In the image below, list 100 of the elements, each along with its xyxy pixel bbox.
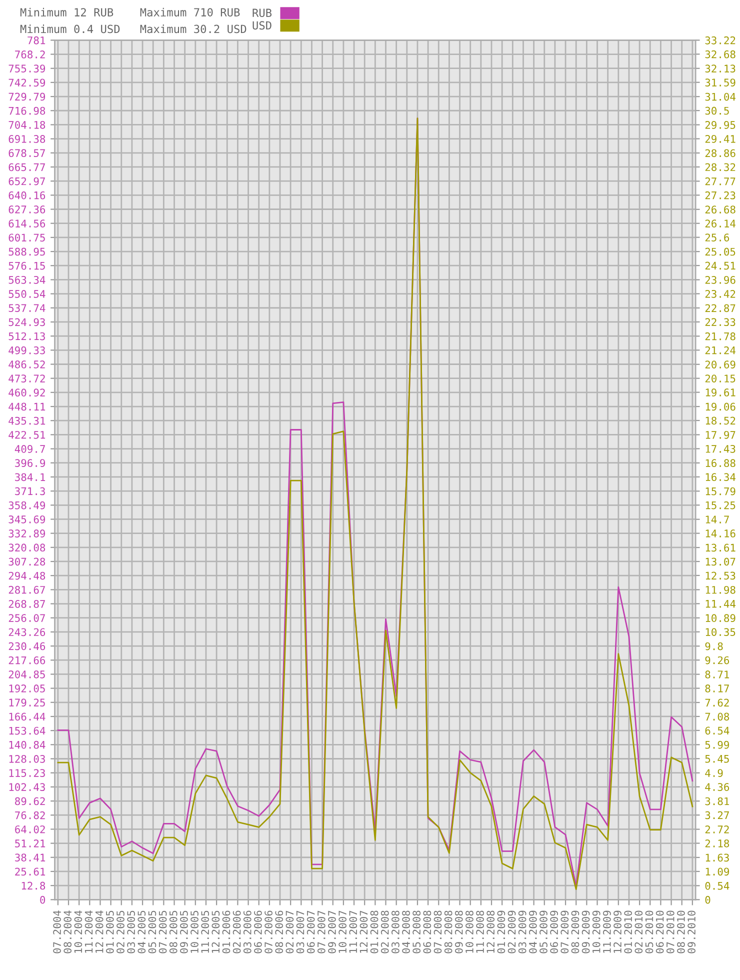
y-tick-label: 652.97 — [8, 177, 45, 186]
text: Maximum 30.2 USD — [140, 24, 246, 34]
y2-tick-label: 32.68 — [705, 50, 736, 58]
x-tick-label: 01.2005 — [106, 910, 114, 954]
y2-tick-label: 5.99 — [705, 740, 730, 749]
y2-tick-label: 22.33 — [705, 318, 736, 326]
y2-tick-label: 15.79 — [706, 487, 736, 496]
y2-tick-label: 13.61 — [706, 544, 736, 552]
x-tick-label: 08.2004 — [64, 910, 72, 954]
y2-tick-label: 19.06 — [706, 402, 736, 411]
y-tick-label: 128.03 — [9, 755, 45, 763]
x-tick-label: 05.2008 — [412, 910, 421, 954]
y-tick-label: 601.75 — [8, 234, 45, 242]
y2-tick-label: 9.26 — [705, 656, 730, 664]
y-tick-label: 268.87 — [8, 600, 45, 608]
y2-tick-label: 23.96 — [705, 276, 736, 284]
x-tick-label: 07.2004 — [53, 910, 61, 954]
y2-tick-label: 2.18 — [705, 839, 730, 848]
y-tick-label: 115.23 — [9, 769, 45, 777]
y-tick-label: 614.56 — [8, 220, 46, 228]
x-tick-label: 11.2008 — [476, 910, 484, 953]
y2-tick-label: 20.15 — [705, 374, 736, 382]
y-tick-label: 76.82 — [15, 811, 45, 820]
y-tick-label: 89.62 — [15, 797, 45, 806]
x-tick-label: 03.2008 — [392, 910, 400, 954]
y2-tick-label: 4.9 — [705, 769, 723, 777]
y-tick-label: 204.85 — [8, 670, 45, 678]
y2-tick-label: 25.05 — [705, 248, 736, 256]
x-tick-label: 07.2005 — [158, 910, 167, 954]
x-tick-label: 07.2009 — [560, 910, 569, 954]
y2-tick-label: 30.5 — [705, 106, 729, 115]
y2-tick-label: 5.45 — [705, 755, 729, 763]
y-tick-label: 307.28 — [8, 558, 46, 566]
y-tick-label: 460.92 — [8, 388, 45, 397]
x-tick-label: 09.2010 — [688, 910, 696, 954]
y-tick-label: 742.59 — [8, 78, 46, 87]
x-tick-label: 03.2007 — [296, 910, 304, 954]
y-tick-label: 576.15 — [8, 262, 45, 270]
y-tick-label: 448.11 — [8, 402, 46, 411]
y-tick-label: 384.1 — [15, 473, 46, 482]
x-tick-label: 06.2008 — [423, 910, 432, 954]
x-tick-label: 06.2009 — [550, 910, 558, 954]
x-tick-label: 11.2005 — [201, 910, 210, 953]
y-tick-label: 140.84 — [9, 740, 46, 749]
y-tick-label: 243.26 — [8, 628, 46, 636]
y-tick-label: 281.67 — [8, 586, 45, 594]
y-tick-label: 550.54 — [8, 290, 46, 298]
y-tick-label: 691.38 — [8, 135, 46, 143]
x-tick-label: 07.2010 — [666, 910, 674, 954]
x-tick-label: 08.2005 — [169, 910, 178, 954]
x-tick-label: 02.2006 — [232, 910, 241, 954]
y2-tick-label: 7.62 — [705, 698, 729, 707]
x-tick-label: 04.2005 — [138, 910, 146, 954]
y-tick-label: 755.39 — [8, 64, 46, 72]
x-tick-label: 09.2007 — [328, 910, 336, 954]
y2-tick-label: 18.52 — [706, 416, 736, 425]
y-tick-label: 678.57 — [8, 149, 45, 158]
y-tick-label: 537.74 — [8, 304, 46, 312]
y2-tick-label: 9.8 — [705, 642, 723, 650]
y2-tick-label: 28.86 — [705, 149, 736, 158]
x-tick-label: 09.2009 — [582, 910, 590, 954]
y2-tick-label: 12.53 — [706, 572, 736, 580]
y2-tick-label: 29.95 — [705, 121, 736, 129]
x-tick-label: 12.2005 — [212, 910, 220, 953]
x-tick-label: 10.2008 — [466, 910, 474, 953]
y-tick-label: 332.89 — [8, 530, 46, 538]
y2-tick-label: 1.63 — [706, 854, 729, 862]
y2-tick-label: 31.59 — [705, 78, 736, 86]
y2-tick-label: 7.08 — [705, 712, 730, 721]
y-tick-label: 345.69 — [8, 515, 46, 524]
y2-tick-label: 29.41 — [705, 135, 736, 143]
x-tick-label: 11.2004 — [84, 910, 93, 953]
y-tick-label: 0 — [40, 896, 46, 904]
y-tick-label: 435.31 — [8, 416, 46, 425]
y2-tick-label: 11.98 — [706, 586, 736, 594]
y-tick-label: 499.33 — [8, 346, 45, 354]
y-tick-label: 166.44 — [9, 712, 46, 721]
y-tick-label: 409.7 — [14, 445, 45, 453]
y-tick-label: 230.46 — [8, 642, 46, 650]
y-tick-label: 640.16 — [8, 191, 46, 200]
y-tick-label: 768.2 — [15, 50, 45, 58]
y-tick-label: 12.8 — [22, 882, 46, 890]
y-tick-label: 294.48 — [8, 572, 46, 580]
y-tick-label: 153.64 — [9, 726, 46, 735]
y2-tick-label: 31.04 — [705, 92, 736, 101]
y-tick-label: 256.07 — [8, 614, 45, 622]
y2-tick-label: 6.54 — [705, 726, 730, 735]
y2-tick-label: 1.09 — [706, 868, 730, 876]
y2-tick-label: 17.97 — [706, 430, 736, 439]
y-tick-label: 371.3 — [15, 487, 45, 496]
y2-tick-label: 0 — [705, 896, 710, 904]
y2-tick-label: 21.24 — [705, 346, 736, 354]
x-tick-label: 10.2005 — [190, 910, 198, 953]
text: Minimum 12 RUB — [20, 8, 114, 16]
y2-tick-label: 28.32 — [705, 163, 736, 172]
x-tick-label: 10.2009 — [592, 910, 600, 953]
y2-tick-label: 16.34 — [706, 473, 736, 482]
x-tick-label: 12.2007 — [360, 910, 368, 953]
y2-tick-label: 0.54 — [705, 882, 730, 890]
x-tick-label: 10.2004 — [74, 910, 82, 953]
